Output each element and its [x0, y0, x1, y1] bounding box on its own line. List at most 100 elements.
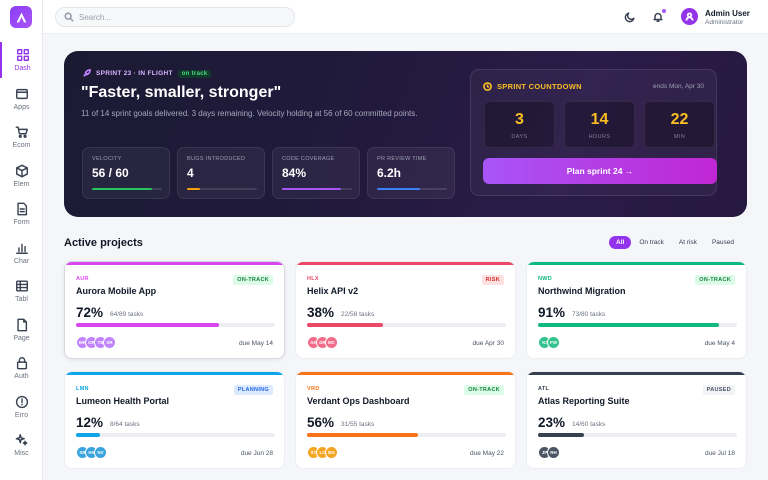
countdown-value: 3 — [515, 111, 524, 128]
sidebar-item-label: Auth — [14, 373, 29, 380]
countdown-value: 14 — [590, 111, 609, 128]
project-accent-bar — [65, 262, 284, 265]
filter-on-track[interactable]: On track — [639, 239, 664, 246]
project-task-count: 14/60 tasks — [572, 421, 606, 428]
project-status-badge: RISK — [481, 275, 504, 285]
project-code: ATL — [538, 386, 550, 392]
metric-progress-bar — [92, 188, 162, 190]
metric-card: VELOCITY 56 / 60 — [82, 147, 170, 199]
notification-dot — [662, 9, 666, 13]
sparkle-icon — [15, 434, 28, 446]
table-icon — [15, 280, 28, 292]
user-role: Administrator — [705, 19, 744, 26]
sidebar-item-ecom[interactable]: Ecom — [0, 119, 43, 155]
metric-value: 84% — [282, 166, 307, 180]
search-icon — [64, 12, 74, 22]
project-due-date: due May 4 — [704, 340, 735, 347]
theme-toggle-button[interactable] — [624, 10, 638, 24]
member-avatar[interactable]: MC — [325, 336, 338, 349]
metric-progress-fill — [92, 188, 152, 190]
sidebar-item-tabl[interactable]: Tabl — [0, 273, 43, 309]
project-progress-bar — [538, 323, 737, 327]
project-card[interactable]: VRD ON-TRACK Verdant Ops Dashboard 56% 31/55… — [295, 371, 516, 469]
project-name: Aurora Mobile App — [76, 286, 157, 296]
member-avatar[interactable]: SR — [103, 336, 116, 349]
project-progress-percent: 91% — [538, 305, 566, 320]
project-task-count: 73/80 tasks — [572, 311, 606, 318]
project-progress-percent: 12% — [76, 415, 104, 430]
sidebar-item-char[interactable]: Char — [0, 235, 43, 271]
project-name: Lumeon Health Portal — [76, 396, 170, 406]
user-avatar[interactable] — [681, 8, 698, 25]
project-accent-bar — [65, 372, 284, 375]
member-avatar[interactable]: BG — [325, 446, 338, 459]
notifications-button[interactable] — [652, 9, 666, 24]
project-members: MK OR TB SR — [76, 336, 116, 349]
countdown-title: SPRINT COUNTDOWN — [483, 82, 582, 91]
sidebar-item-form[interactable]: Form — [0, 196, 43, 232]
project-code: AUR — [76, 276, 89, 282]
project-status-badge: PAUSED — [702, 385, 735, 395]
filter-at-risk[interactable]: At risk — [678, 239, 697, 246]
project-members: AK DR MC — [307, 336, 338, 349]
project-progress-fill — [76, 323, 220, 327]
app-logo[interactable] — [10, 6, 32, 28]
member-avatar[interactable]: RH — [547, 446, 560, 459]
user-name[interactable]: Admin User — [705, 9, 750, 18]
sidebar: Dash Apps Ecom Elem Form Char Tabl Page Auth Erro… — [0, 0, 43, 480]
countdown-value: 22 — [670, 111, 689, 128]
project-members: JP RH — [538, 446, 560, 459]
project-code: NWD — [538, 276, 553, 282]
sidebar-item-label: Apps — [13, 103, 30, 111]
project-status-badge: PLANNING — [233, 385, 273, 395]
filter-all[interactable]: All — [609, 236, 632, 249]
sprint-title: "Faster, smaller, stronger" — [81, 84, 282, 101]
project-card[interactable]: NWD ON-TRACK Northwind Migration 91% 73/80 t… — [526, 261, 747, 359]
box-icon — [15, 164, 28, 177]
metric-value: 4 — [187, 166, 194, 180]
sidebar-item-label: Form — [13, 219, 30, 226]
project-progress-percent: 38% — [307, 305, 335, 320]
project-name: Atlas Reporting Suite — [538, 396, 630, 406]
metric-progress-fill — [282, 188, 341, 190]
sidebar-item-elem[interactable]: Elem — [0, 158, 43, 194]
clock-icon — [483, 82, 492, 91]
sidebar-item-auth[interactable]: Auth — [0, 350, 43, 386]
user-icon — [685, 12, 694, 21]
search-box[interactable] — [55, 7, 295, 27]
sidebar-item-label: Dash — [14, 65, 31, 72]
search-input[interactable] — [79, 12, 279, 22]
project-name: Helix API v2 — [307, 286, 359, 296]
project-card[interactable]: AUR ON-TRACK Aurora Mobile App 72% 64/89 tas… — [64, 261, 285, 359]
project-progress-bar — [307, 433, 506, 437]
project-progress-fill — [538, 433, 584, 437]
form-icon — [16, 202, 27, 216]
plan-sprint-button[interactable]: Plan sprint 24 → — [483, 158, 717, 184]
sidebar-item-dash[interactable]: Dash — [0, 42, 43, 78]
sidebar-item-page[interactable]: Page — [0, 312, 43, 348]
metric-label: PR REVIEW TIME — [377, 156, 427, 162]
sidebar-item-label: Misc — [14, 450, 29, 457]
member-avatar[interactable]: FW — [547, 336, 560, 349]
filter-paused[interactable]: Paused — [711, 239, 734, 246]
metric-value: 6.2h — [377, 166, 402, 180]
sidebar-item-apps[interactable]: Apps — [0, 81, 43, 117]
project-progress-bar — [76, 433, 275, 437]
sidebar-item-misc[interactable]: Misc — [0, 427, 43, 463]
project-card[interactable]: HLX RISK Helix API v2 38% 22/58 tasks AK DR MC d… — [295, 261, 516, 359]
project-task-count: 64/89 tasks — [110, 311, 144, 318]
member-avatar[interactable]: NV — [94, 446, 107, 459]
metric-progress-bar — [377, 188, 447, 190]
countdown-hours: 14 HOURS — [564, 101, 635, 148]
project-card[interactable]: ATL PAUSED Atlas Reporting Suite 23% 14/60 t… — [526, 371, 747, 469]
metric-progress-bar — [282, 188, 352, 190]
metric-card: CODE COVERAGE 84% — [272, 147, 360, 199]
project-due-date: due Jun 28 — [240, 450, 273, 457]
project-status-badge: ON-TRACK — [464, 385, 504, 395]
sidebar-item-erro[interactable]: Erro — [0, 389, 43, 425]
metric-label: VELOCITY — [92, 156, 122, 162]
project-due-date: due May 14 — [239, 340, 273, 347]
sidebar-item-label: Char — [13, 257, 30, 265]
project-card[interactable]: LMN PLANNING Lumeon Health Portal 12% 8/64 t… — [64, 371, 285, 469]
chart-icon — [15, 243, 28, 254]
